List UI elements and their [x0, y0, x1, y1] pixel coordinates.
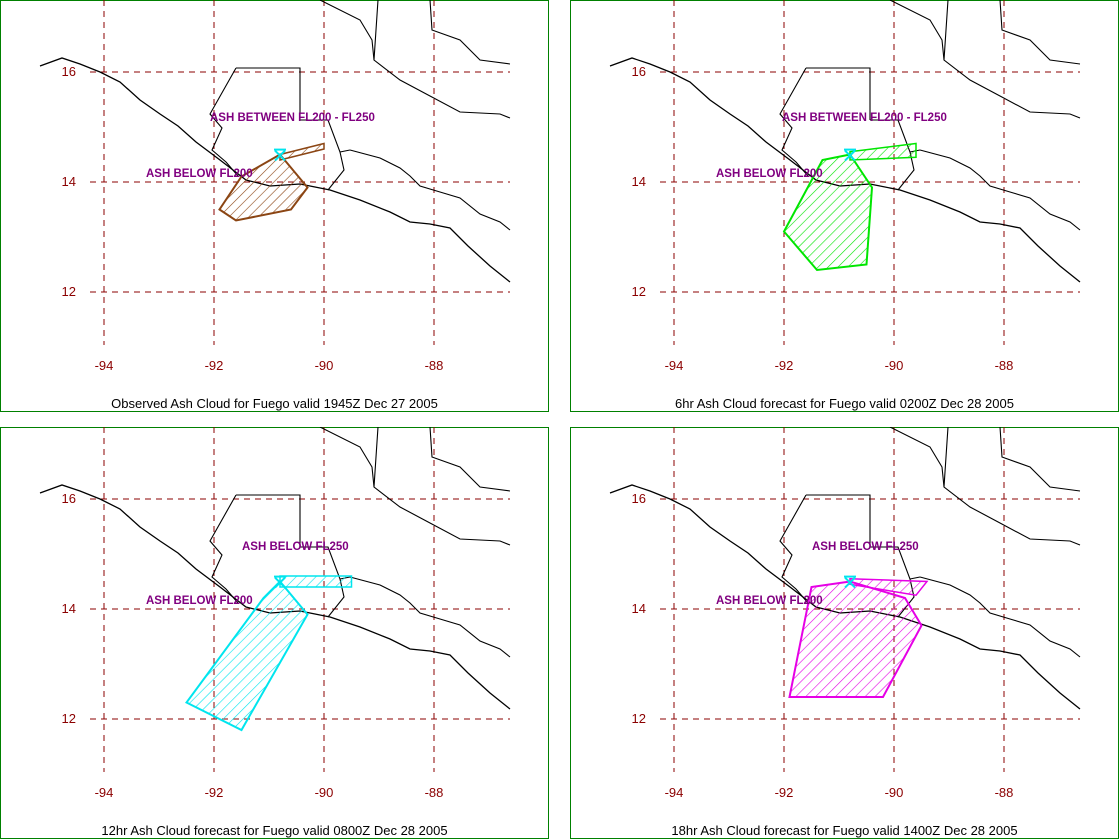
ash-label-upper: ASH BETWEEN FL200 - FL250: [782, 112, 947, 124]
ash-label-upper: ASH BELOW FL250: [812, 541, 919, 553]
panel-caption: Observed Ash Cloud for Fuego valid 1945Z…: [111, 396, 438, 411]
lat-tick-label: 14: [631, 174, 646, 189]
ash-cloud-polygon: [788, 580, 923, 698]
panel-frame: [0, 0, 549, 412]
lon-tick-label: -90: [884, 785, 904, 800]
ash-label-lower: ASH BELOW FL200: [146, 595, 253, 607]
ash-cloud-polygon: [184, 580, 309, 732]
ash-map-panel-12hr: 12hr Ash Cloud forecast for Fuego valid …: [0, 427, 549, 839]
country-border: [373, 0, 511, 119]
country-border: [209, 67, 239, 177]
country-border: [919, 576, 1081, 658]
lat-tick-label: 14: [61, 174, 76, 189]
panel-caption: 6hr Ash Cloud forecast for Fuego valid 0…: [675, 396, 1014, 411]
volcano-marker-icon: [274, 148, 286, 162]
lon-tick-label: -88: [424, 358, 444, 373]
country-border: [209, 494, 239, 604]
country-border: [319, 427, 375, 488]
map-canvas: [570, 427, 1119, 839]
lon-tick-label: -90: [314, 358, 334, 373]
lat-tick-label: 16: [61, 491, 76, 506]
lon-tick-label: -94: [664, 785, 684, 800]
country-border: [349, 576, 511, 658]
ash-label-lower: ASH BELOW FL200: [146, 168, 253, 180]
lat-tick-label: 12: [61, 284, 76, 299]
ash-label-upper: ASH BETWEEN FL200 - FL250: [210, 112, 375, 124]
country-border: [943, 427, 1081, 546]
ash-cloud-band: [849, 142, 917, 161]
country-border: [919, 149, 1081, 231]
lon-tick-label: -94: [664, 358, 684, 373]
ash-map-panel-18hr: 18hr Ash Cloud forecast for Fuego valid …: [570, 427, 1119, 839]
country-border: [429, 427, 511, 492]
country-border: [999, 0, 1081, 65]
lon-tick-label: -92: [774, 358, 794, 373]
country-border: [889, 427, 945, 488]
panel-caption: 18hr Ash Cloud forecast for Fuego valid …: [671, 823, 1018, 838]
ash-cloud-band: [279, 575, 353, 588]
lat-tick-label: 16: [61, 64, 76, 79]
lon-tick-label: -88: [994, 785, 1014, 800]
country-border: [909, 576, 921, 580]
lon-tick-label: -92: [204, 785, 224, 800]
ash-label-lower: ASH BELOW FL200: [716, 168, 823, 180]
country-border: [943, 0, 1081, 119]
ash-label-lower: ASH BELOW FL200: [716, 595, 823, 607]
volcano-marker-icon: [844, 148, 856, 162]
lon-tick-label: -92: [204, 358, 224, 373]
country-border: [429, 0, 511, 65]
ash-map-panel-observed: Observed Ash Cloud for Fuego valid 1945Z…: [0, 0, 549, 412]
lat-tick-label: 12: [61, 711, 76, 726]
volcano-marker-icon: [274, 575, 286, 589]
country-border: [319, 0, 375, 61]
lat-tick-label: 12: [631, 284, 646, 299]
map-canvas: [570, 0, 1119, 412]
country-border: [889, 0, 945, 61]
panel-caption: 12hr Ash Cloud forecast for Fuego valid …: [101, 823, 448, 838]
lat-tick-label: 14: [61, 601, 76, 616]
lon-tick-label: -90: [314, 785, 334, 800]
ash-cloud-polygon: [218, 153, 309, 222]
lon-tick-label: -94: [94, 785, 114, 800]
ash-cloud-polygon: [782, 153, 874, 272]
map-canvas: [0, 0, 549, 412]
lon-tick-label: -88: [994, 358, 1014, 373]
map-canvas: [0, 427, 549, 839]
ash-map-panel-6hr: 6hr Ash Cloud forecast for Fuego valid 0…: [570, 0, 1119, 412]
lat-tick-label: 12: [631, 711, 646, 726]
country-border: [999, 427, 1081, 492]
lon-tick-label: -92: [774, 785, 794, 800]
lon-tick-label: -88: [424, 785, 444, 800]
country-border: [349, 149, 511, 231]
ash-label-upper: ASH BELOW FL250: [242, 541, 349, 553]
ash-cloud-band: [279, 142, 325, 161]
lat-tick-label: 14: [631, 601, 646, 616]
country-border: [806, 494, 871, 547]
country-border: [236, 67, 301, 120]
country-border: [779, 67, 809, 177]
country-border: [779, 494, 809, 604]
country-border: [236, 494, 301, 547]
country-border: [339, 149, 351, 153]
country-border: [806, 67, 871, 120]
lon-tick-label: -94: [94, 358, 114, 373]
country-border: [373, 427, 511, 546]
lat-tick-label: 16: [631, 491, 646, 506]
lat-tick-label: 16: [631, 64, 646, 79]
volcano-marker-icon: [844, 575, 856, 589]
lon-tick-label: -90: [884, 358, 904, 373]
country-border: [300, 119, 345, 191]
